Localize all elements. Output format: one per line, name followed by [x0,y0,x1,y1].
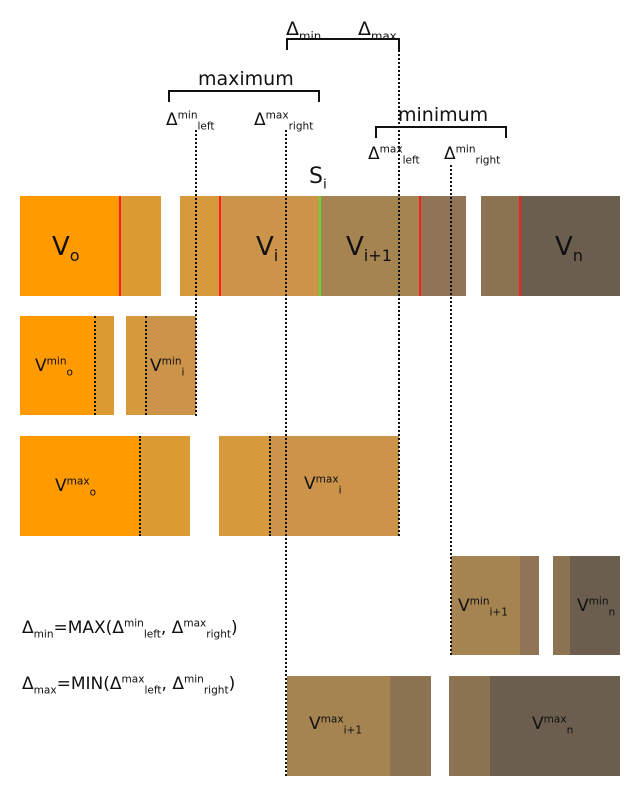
maximum-bracket-line [168,90,318,92]
vmax0-block [20,436,140,536]
vmaxi-dashed-line [269,436,271,536]
minimum-bracket-right [505,126,507,138]
volume-v0-block [20,196,120,296]
vmini1-block [451,556,520,655]
vmin0-overlap [95,316,114,415]
volume-vi1-block [320,196,420,296]
vmax0-overlap [140,436,190,536]
delta-max-left-label: Δmaxleft [368,143,420,167]
volume-vi1-overlap [420,196,466,296]
vmini1-label: Vmini+1 [458,595,508,619]
vmaxn-block [490,676,620,776]
delta-min-label: Δmin [286,18,322,43]
vmax0-label: Vmaxo [55,475,97,499]
vminn-left-block [553,556,570,655]
guide-delta-min-right [450,165,452,655]
vi1-label: Vi+1 [346,232,393,266]
vmaxi-label: Vmaxi [304,473,342,497]
delta-min-right-label: Δminright [444,143,501,167]
vmaxi1-overlap [390,676,431,776]
boundary-vi1-red [419,196,421,296]
split-si-green [319,196,321,296]
vmini-left-block [126,316,145,415]
minimum-bracket-line [375,126,505,128]
volume-vi-block [220,196,320,296]
vmaxn-left-block [449,676,490,776]
volume-vn-block [520,196,620,296]
vn-label: Vn [555,232,584,266]
delta-max-label: Δmax [358,18,397,43]
volume-vn-left-block [481,196,520,296]
delta-range-bracket-left [286,38,288,50]
boundary-vn-red [519,196,521,296]
delta-range-bracket-line [286,38,398,40]
vmaxi-block [269,436,399,536]
volume-vi-left-block [180,196,220,296]
volume-v0-overlap [120,196,161,296]
vmin0-block [20,316,95,415]
guide-delta-max-top [398,50,400,536]
vmin0-label: Vmino [35,355,73,379]
delta-max-right-label: Δmaxright [254,109,314,133]
vmini1-overlap [520,556,539,655]
formula-delta-max: Δmax=MIN(Δmaxleft, Δminright) [22,673,236,697]
vi-label: Vi [256,232,279,266]
minimum-bracket-left [375,126,377,138]
guide-delta-min-left [195,130,197,416]
guide-delta-max-right [285,130,287,776]
maximum-label: maximum [198,68,294,90]
formula-delta-min: Δmin=MAX(Δminleft, Δmaxright) [22,617,238,641]
vmaxi1-label: Vmaxi+1 [309,713,363,737]
maximum-bracket-right [318,90,320,102]
v0-label: Vo [52,232,80,266]
vminn-block [570,556,620,655]
vmini-label: Vmini [150,355,185,379]
minimum-label: minimum [398,104,489,126]
maximum-bracket-left [168,90,170,102]
delta-range-bracket-right [398,38,400,50]
vmaxn-label: Vmaxn [532,713,574,737]
vmaxi-left-block [219,436,269,536]
vmini-dashed-line [145,316,147,415]
vmax0-dashed-line [139,436,141,536]
delta-min-left-label: Δminleft [166,109,215,133]
boundary-v0-red [119,196,121,296]
vmaxi1-block [287,676,390,776]
boundary-vi-red [219,196,221,296]
split-point-label: Si [309,164,327,193]
vmin0-dashed-line [94,316,96,415]
vminn-label: Vminn [577,595,616,619]
vmini-block [145,316,196,415]
